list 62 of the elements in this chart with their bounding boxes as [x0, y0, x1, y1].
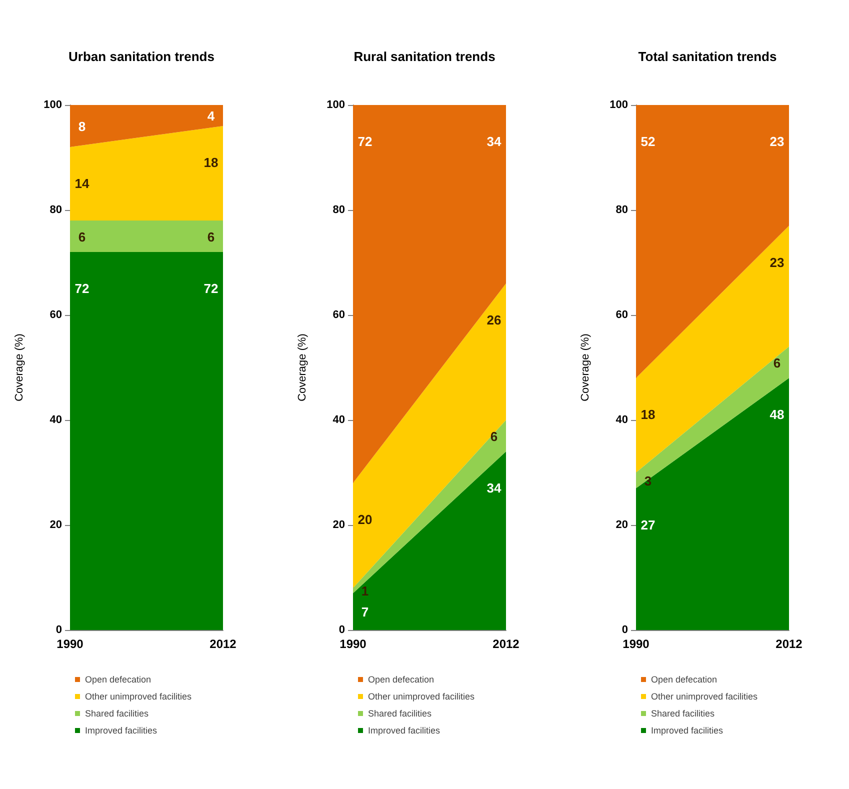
data-label: 7	[361, 604, 369, 620]
legend-label: Open defecation	[85, 674, 152, 684]
data-label: 34	[486, 480, 502, 496]
data-label: 20	[358, 512, 372, 527]
x-tick-label: 2012	[210, 637, 237, 651]
y-axis-title: Coverage (%)	[580, 334, 592, 402]
y-tick-label: 100	[44, 99, 62, 111]
data-label: 72	[358, 134, 372, 149]
legend-label: Improved facilities	[651, 726, 724, 736]
legend-label: Shared facilities	[651, 708, 716, 718]
data-label: 34	[486, 134, 502, 149]
data-label: 6	[773, 355, 781, 370]
y-tick-label: 40	[332, 414, 345, 426]
y-tick-label: 60	[616, 309, 628, 321]
y-tick-label: 20	[50, 519, 62, 531]
y-tick-label: 40	[616, 414, 628, 426]
legend-label: Open defecation	[368, 674, 434, 684]
data-label: 72	[74, 281, 90, 296]
legend-label: Other unimproved facilities	[651, 692, 758, 702]
y-tick-label: 0	[622, 624, 628, 636]
data-label: 48	[770, 407, 784, 422]
data-label: 52	[640, 134, 656, 149]
x-tick-label: 1990	[622, 637, 650, 651]
y-tick-label: 60	[332, 309, 345, 321]
data-label: 18	[640, 407, 656, 422]
data-label: 6	[207, 229, 215, 244]
data-label: 23	[770, 254, 784, 270]
legend-label: Shared facilities	[85, 708, 150, 718]
legend-label: Shared facilities	[368, 708, 432, 718]
y-tick-label: 0	[338, 624, 345, 636]
data-label: 6	[78, 229, 86, 244]
y-tick-label: 0	[56, 624, 62, 636]
x-tick-label: 2012	[776, 637, 803, 651]
y-tick-label: 20	[616, 519, 628, 531]
data-label: 72	[204, 281, 218, 296]
data-label: 1	[361, 584, 369, 599]
data-label: 26	[486, 312, 502, 328]
chart-title: Rural sanitation trends	[354, 49, 496, 64]
y-tick-label: 80	[50, 204, 62, 216]
data-label: 23	[770, 134, 784, 149]
y-tick-label: 40	[50, 414, 62, 426]
y-axis-title: Coverage (%)	[14, 334, 26, 402]
legend-label: Other unimproved facilities	[85, 692, 192, 702]
x-tick-label: 1990	[340, 637, 367, 651]
x-tick-label: 2012	[492, 637, 520, 651]
y-tick-label: 100	[326, 99, 345, 111]
legend-label: Improved facilities	[85, 726, 158, 736]
legend-label: Open defecation	[651, 674, 718, 684]
data-label: 4	[207, 108, 216, 124]
x-tick-label: 1990	[56, 637, 84, 651]
data-label: 27	[640, 517, 656, 532]
data-label: 6	[490, 428, 498, 444]
y-tick-label: 80	[616, 204, 628, 216]
chart-title: Urban sanitation trends	[68, 49, 214, 64]
y-axis-title: Coverage (%)	[296, 334, 308, 402]
legend-label: Other unimproved facilities	[368, 692, 476, 702]
legend-label: Improved facilities	[368, 726, 441, 736]
y-tick-label: 100	[610, 99, 628, 111]
y-tick-label: 80	[332, 204, 345, 216]
y-tick-label: 20	[332, 519, 345, 531]
y-tick-label: 60	[50, 309, 62, 321]
chart-title: Total sanitation trends	[638, 49, 777, 64]
